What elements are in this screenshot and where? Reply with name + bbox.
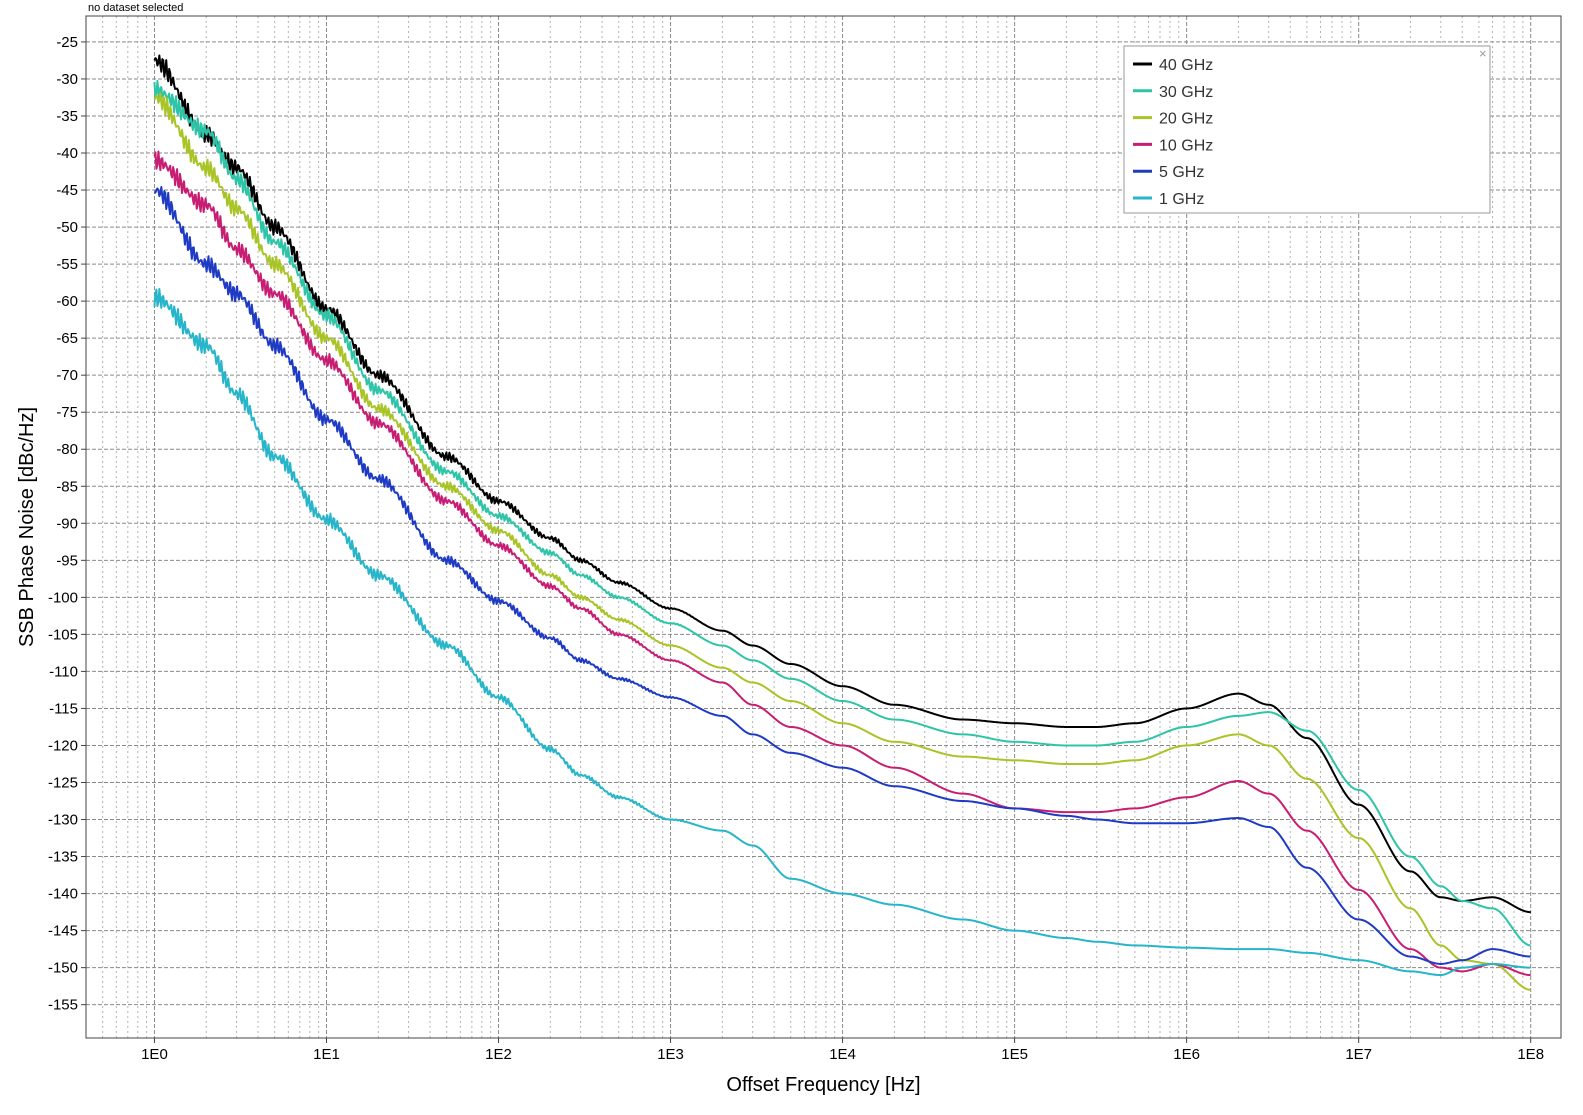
y-axis-title: SSB Phase Noise [dBc/Hz] (16, 407, 38, 647)
series-line (153, 287, 1531, 977)
x-tick-label: 1E5 (1001, 1046, 1028, 1063)
y-tick-label: -150 (48, 960, 78, 977)
y-axis-ticks: -25 -30 -35 -40 -45 -50 -55 -60 -65 -70 -75 -80 -85 -… (48, 34, 86, 1014)
series-line (153, 92, 1531, 991)
legend-label: 40 GHz (1159, 57, 1213, 74)
y-tick-label: -110 (49, 663, 78, 680)
status-text: no dataset selected (88, 2, 184, 14)
series-line (153, 79, 1531, 947)
grid (85, 16, 1561, 1038)
y-tick-label: -145 (48, 923, 78, 940)
x-tick-label: 1E7 (1345, 1046, 1372, 1063)
legend-label: 1 GHz (1159, 191, 1204, 208)
y-tick-label: -120 (48, 737, 78, 754)
x-tick-label: 1E0 (141, 1046, 168, 1063)
y-tick-label: -65 (56, 330, 78, 347)
y-tick-label: -85 (56, 478, 78, 495)
y-tick-label: -60 (56, 293, 78, 310)
y-tick-label: -105 (48, 626, 78, 643)
y-tick-label: -35 (56, 108, 78, 125)
x-axis-title: Offset Frequency [Hz] (726, 1074, 920, 1096)
y-tick-label: -125 (48, 775, 78, 792)
legend-label: 20 GHz (1159, 111, 1213, 128)
y-tick-label: -115 (49, 700, 78, 717)
y-tick-label: -95 (56, 552, 78, 569)
y-tick-label: -140 (48, 886, 78, 903)
x-tick-label: 1E4 (829, 1046, 856, 1063)
x-axis-ticks: 1E0 1E1 1E2 1E3 1E4 1E5 1E6 1E7 1E8 (141, 1038, 1544, 1063)
series-line (153, 54, 1531, 914)
y-tick-label: -90 (56, 515, 78, 532)
y-tick-label: -100 (48, 589, 78, 606)
legend-box (1123, 45, 1491, 214)
legend-label: 30 GHz (1159, 84, 1213, 101)
legend-items: 40 GHz 30 GHz 20 GHz 10 GHz 5 GHz 1 GHz (1133, 57, 1213, 208)
x-tick-label: 1E1 (313, 1046, 340, 1063)
y-tick-label: -25 (56, 34, 78, 51)
y-tick-label: -135 (48, 849, 78, 866)
plot-frame (85, 15, 1562, 1039)
y-tick-label: -75 (56, 404, 78, 421)
x-tick-label: 1E8 (1517, 1046, 1544, 1063)
series-line (153, 186, 1531, 965)
series-lines (153, 54, 1531, 991)
y-tick-label: -55 (56, 256, 78, 273)
y-tick-label: -40 (56, 145, 78, 162)
y-tick-label: -155 (48, 997, 78, 1014)
y-tick-label: -30 (56, 71, 78, 88)
y-tick-label: -70 (56, 367, 78, 384)
legend-close-icon[interactable]: × (1479, 46, 1487, 61)
x-tick-label: 1E3 (657, 1046, 684, 1063)
legend-label: 10 GHz (1159, 137, 1213, 154)
y-tick-label: -45 (56, 182, 78, 199)
series-line (153, 150, 1531, 977)
legend: × 40 GHz 30 GHz 20 GHz 10 GHz 5 GHz 1 GHz (1123, 45, 1491, 214)
y-tick-label: -80 (56, 441, 78, 458)
legend-label: 5 GHz (1159, 164, 1204, 181)
x-tick-label: 1E2 (485, 1046, 512, 1063)
y-tick-label: -50 (56, 219, 78, 236)
y-tick-label: -130 (48, 812, 78, 829)
x-tick-label: 1E6 (1173, 1046, 1200, 1063)
